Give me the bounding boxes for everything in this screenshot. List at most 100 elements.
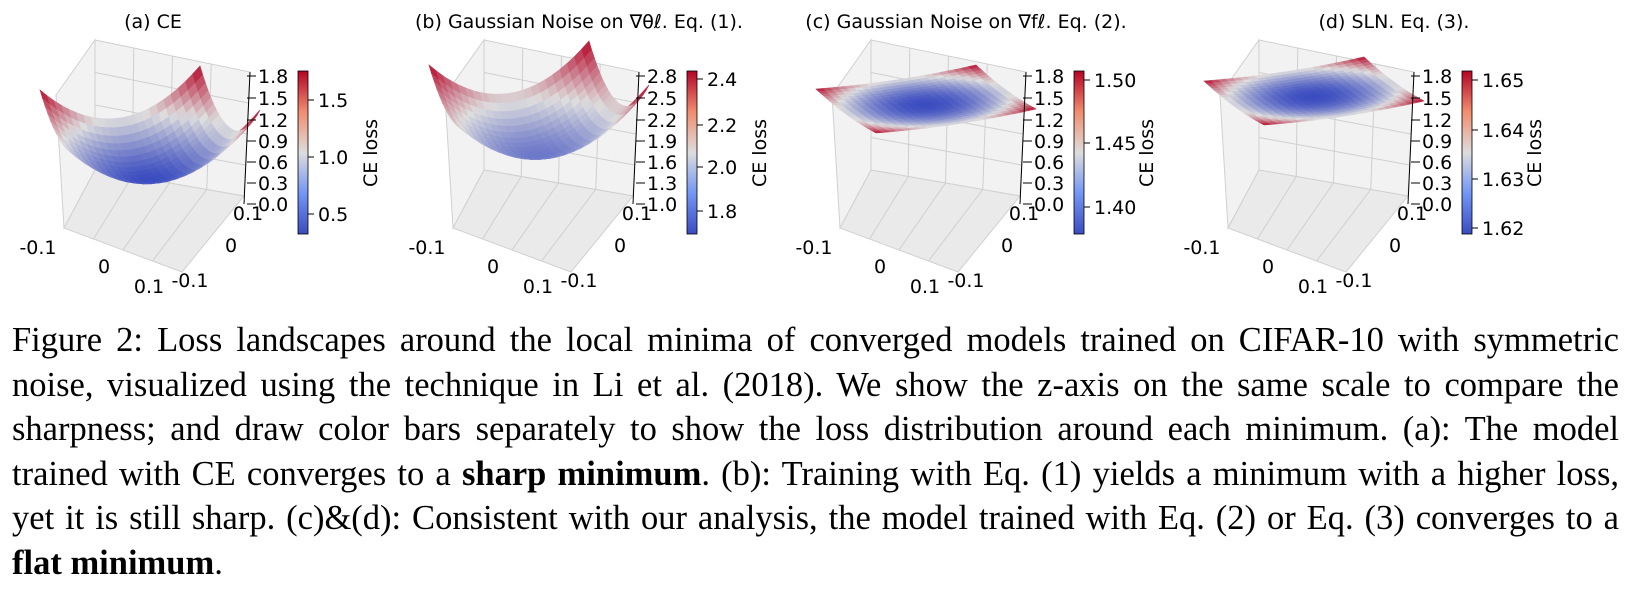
- colorbar-gradient: [1461, 70, 1473, 235]
- z-tick-label: 0.6: [1034, 152, 1064, 174]
- colorbar-tick-label: 1.45: [1094, 133, 1136, 155]
- caption-middle: . (b): Training with Eq. (1) yields a mi…: [12, 454, 1619, 538]
- z-tick-label: 1.8: [258, 66, 288, 88]
- colorbar-gradient: [1073, 70, 1085, 235]
- z-tick-label: 1.3: [647, 173, 677, 195]
- caption-bold-sharp-minimum: sharp minimum: [461, 454, 702, 493]
- z-tick-label: 1.5: [1422, 88, 1452, 110]
- colorbar-tick-label: 1.50: [1094, 70, 1136, 92]
- x-axis: -0.1 0 0.1: [795, 237, 940, 298]
- grid-line: [1258, 137, 1410, 166]
- z-tick-label: 0.3: [258, 173, 288, 195]
- z-axis-line: [243, 71, 251, 205]
- y-tick-label: 0: [225, 235, 237, 257]
- x-tick-label: 0.1: [1298, 276, 1328, 298]
- z-tick-label: 1.8: [1422, 66, 1452, 88]
- z-axis-line: [1019, 71, 1027, 205]
- caption-intro: Figure 2: Loss landscapes around the loc…: [12, 321, 1619, 493]
- grid-line: [1286, 182, 1334, 251]
- z-tick-label: 1.9: [647, 131, 677, 153]
- colorbar-tick-label: 2.0: [707, 157, 737, 179]
- y-tick-label: -0.1: [947, 270, 984, 292]
- colorbar-tick-label: 1.65: [1482, 70, 1524, 92]
- x-tick-label: 0: [1262, 256, 1274, 278]
- x-tick-label: 0.1: [910, 276, 940, 298]
- caption-end: .: [214, 543, 223, 582]
- y-tick-label: -0.1: [171, 270, 208, 292]
- y-axis: 0.1 0 -0.1: [560, 203, 652, 292]
- z-tick-label: 1.2: [1034, 110, 1064, 132]
- x-tick-label: -0.1: [19, 237, 56, 259]
- z-axis: 1.81.51.20.90.60.30.0: [243, 66, 288, 216]
- figure-caption: Figure 2: Loss landscapes around the loc…: [12, 318, 1619, 585]
- colorbar-label: CE loss: [749, 119, 771, 187]
- grid-line: [870, 137, 1022, 166]
- loss-landscape-figure: (a) CE1.81.51.20.90.60.30.0-0.100.10.10-…: [19, 11, 1546, 298]
- panel-title: (d) SLN. Eq. (3).: [1319, 11, 1470, 33]
- colorbar-tick-label: 1.8: [707, 201, 737, 223]
- x-axis: -0.1 0 0.1: [408, 237, 553, 298]
- z-tick-label: 1.0: [647, 194, 677, 216]
- z-tick-label: 0.0: [258, 194, 288, 216]
- z-tick-label: 1.2: [1422, 110, 1452, 132]
- colorbar-tick-label: 1.62: [1482, 218, 1524, 240]
- y-tick-label: 0.1: [1009, 203, 1039, 225]
- loss-surface: [39, 65, 261, 185]
- x-tick-label: -0.1: [408, 237, 445, 259]
- y-tick-label: 0: [614, 235, 626, 257]
- y-tick-label: 0: [1001, 235, 1013, 257]
- grid-line: [93, 176, 133, 240]
- z-tick-label: 0.6: [258, 152, 288, 174]
- y-axis: 0.1 0 -0.1: [1335, 203, 1427, 292]
- x-tick-label: -0.1: [1183, 237, 1220, 259]
- panel-title: (b) Gaussian Noise on ∇θℓ. Eq. (1).: [415, 11, 743, 33]
- z-tick-label: 2.8: [647, 66, 677, 88]
- grid-line: [1257, 176, 1297, 240]
- grid-line: [152, 189, 208, 262]
- colorbar: 1.65 1.64 1.63 1.62 CE loss: [1461, 70, 1546, 240]
- panel-title: (a) CE: [124, 11, 182, 33]
- colorbar: 2.4 2.2 2.0 1.8 CE loss: [686, 69, 771, 235]
- y-tick-label: 0: [1389, 235, 1401, 257]
- colorbar-tick-label: 1.5: [318, 90, 348, 112]
- caption-bold-flat-minimum: flat minimum: [12, 543, 215, 582]
- loss-surface: [815, 64, 1037, 134]
- x-axis: -0.1 0 0.1: [1183, 237, 1328, 298]
- grid-line: [1316, 189, 1372, 262]
- loss-surface: [428, 40, 650, 160]
- grid-line: [122, 182, 170, 251]
- colorbar-tick-label: 2.4: [707, 69, 737, 91]
- z-tick-label: 0.3: [1034, 173, 1064, 195]
- z-tick-label: 0.9: [1422, 131, 1452, 153]
- z-tick-label: 1.2: [258, 110, 288, 132]
- z-tick-label: 0.9: [1034, 131, 1064, 153]
- colorbar-tick-label: 2.2: [707, 115, 737, 137]
- z-tick-label: 1.8: [1034, 66, 1064, 88]
- grid-line: [511, 182, 559, 251]
- y-tick-label: -0.1: [560, 270, 597, 292]
- x-tick-label: 0: [98, 256, 110, 278]
- z-axis-line: [632, 71, 640, 205]
- x-tick-label: 0.1: [523, 276, 553, 298]
- y-tick-label: -0.1: [1335, 270, 1372, 292]
- z-axis-line: [1407, 71, 1415, 205]
- y-tick-label: 0.1: [622, 203, 652, 225]
- x-tick-label: -0.1: [795, 237, 832, 259]
- x-tick-label: 0: [487, 256, 499, 278]
- grid-line: [928, 189, 984, 262]
- colorbar-label: CE loss: [1524, 119, 1546, 187]
- z-tick-label: 0.9: [258, 131, 288, 153]
- z-tick-label: 0.3: [1422, 173, 1452, 195]
- z-axis: 1.81.51.20.90.60.30.0: [1407, 66, 1452, 216]
- colorbar-label: CE loss: [1136, 119, 1158, 187]
- x-tick-label: 0.1: [134, 276, 164, 298]
- panel-d: (d) SLN. Eq. (3). 1.81.51.20.90.60.30.0 -0…: [1183, 11, 1546, 298]
- colorbar-gradient: [297, 70, 309, 235]
- colorbar-tick-label: 1.0: [318, 147, 348, 169]
- z-tick-label: 1.5: [1034, 88, 1064, 110]
- surface-facet: [1025, 107, 1037, 111]
- colorbar-tick-label: 1.40: [1094, 197, 1136, 219]
- x-tick-label: 0: [874, 256, 886, 278]
- z-axis: 2.82.52.21.91.61.31.0: [632, 66, 677, 216]
- panel-a: (a) CE1.81.51.20.90.60.30.0-0.100.10.10-…: [19, 11, 382, 298]
